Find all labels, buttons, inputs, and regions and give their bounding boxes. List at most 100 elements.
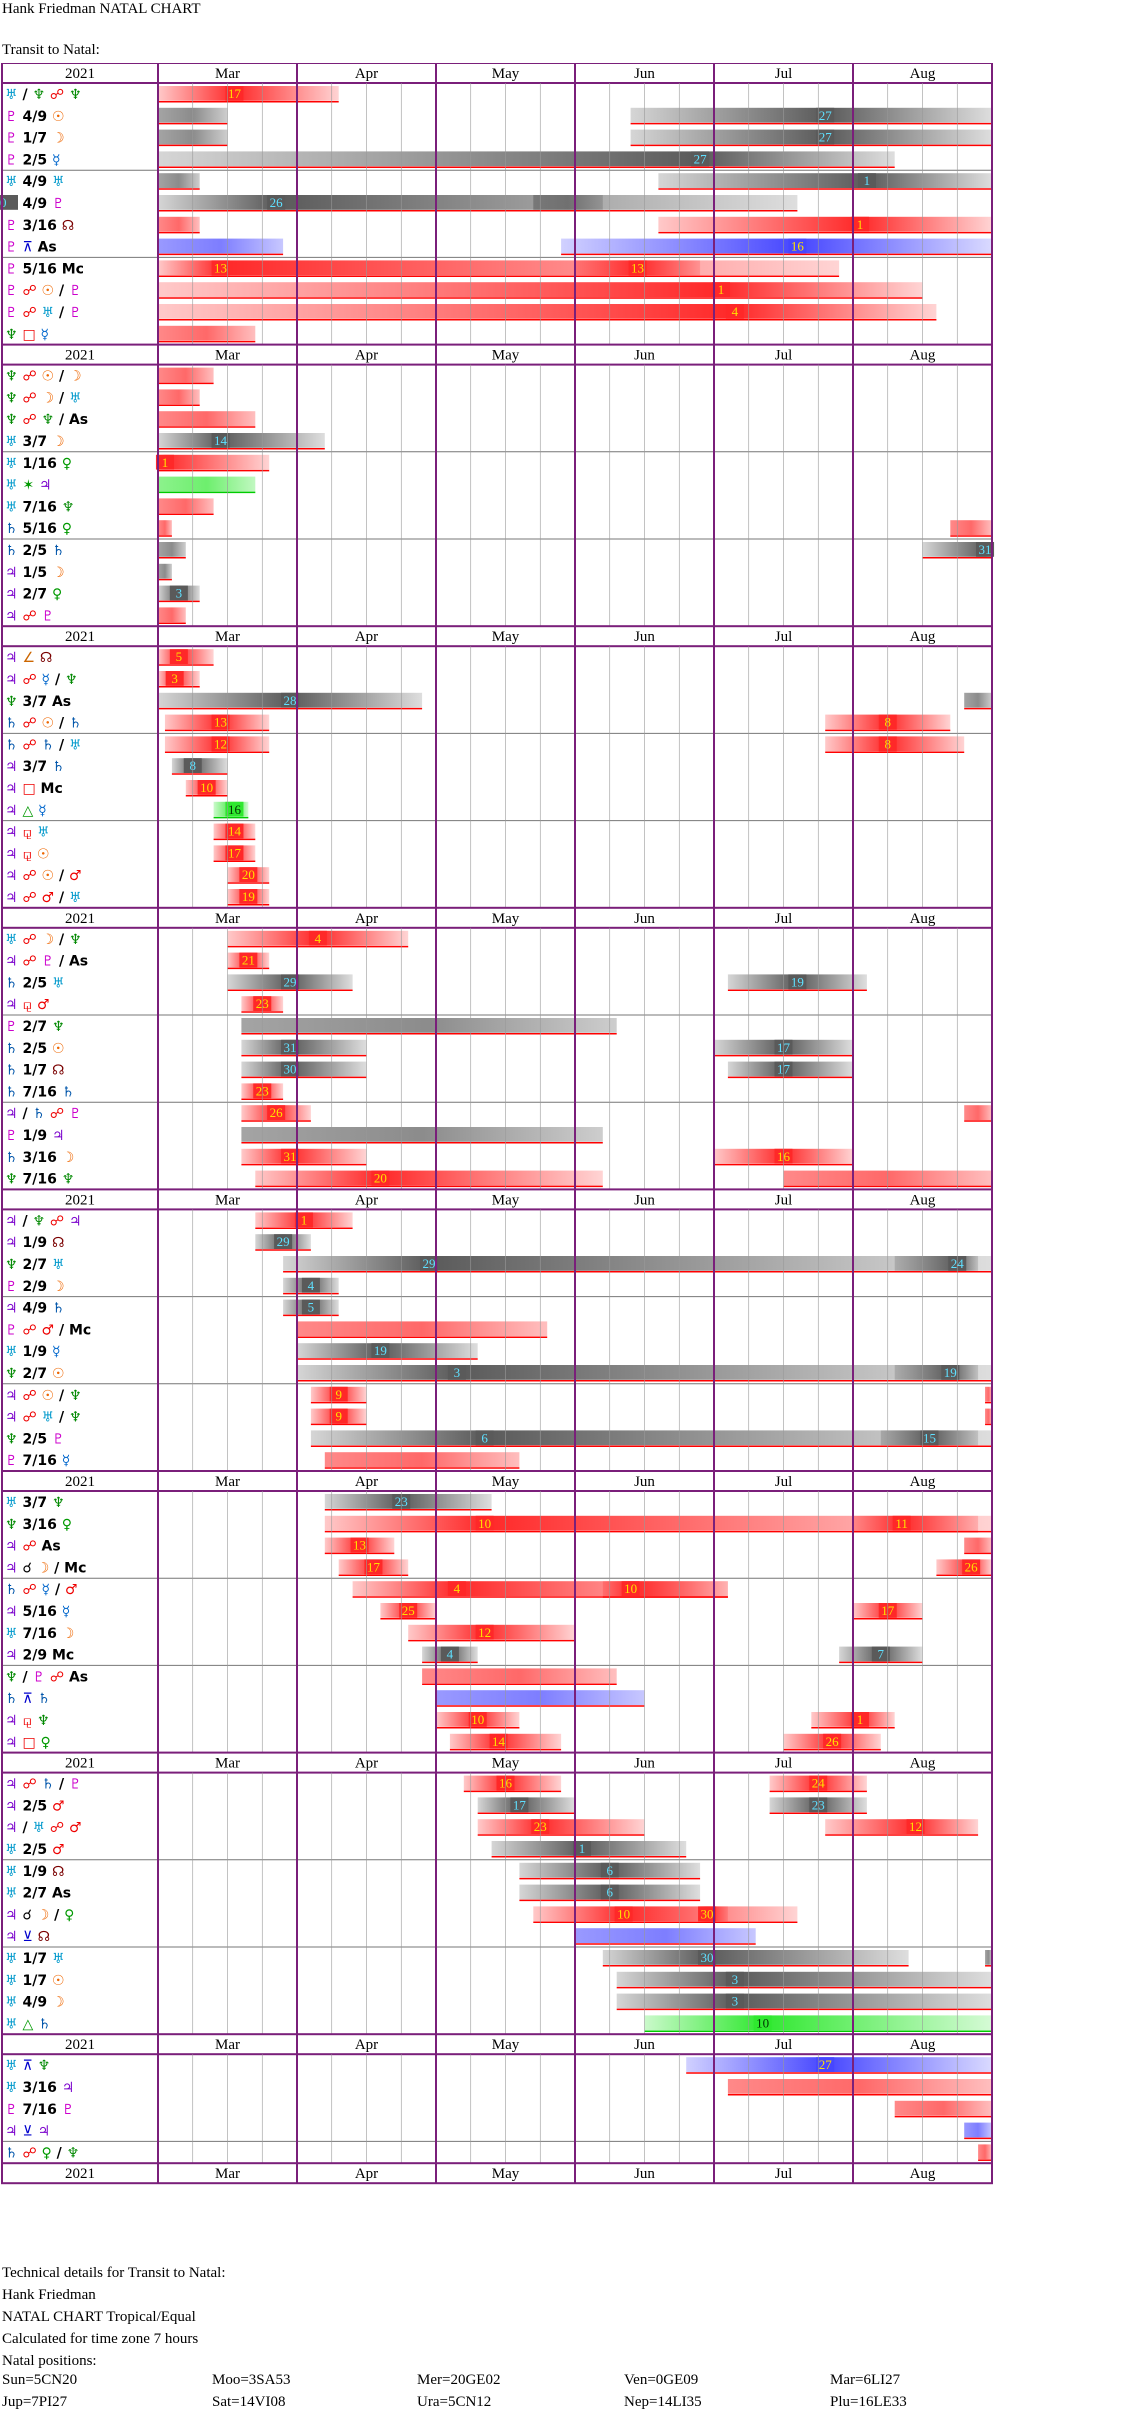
position-moon: Moo=3SA53: [212, 2372, 291, 2388]
transit-bar: [950, 520, 992, 535]
year-label: 2021: [65, 1756, 95, 1772]
aspect-label: ♃ 2/7 ♀: [5, 587, 62, 603]
exact-day-label: 29: [423, 1256, 436, 1271]
transit-bar: [158, 173, 200, 188]
aspect-label: ♅ 1/7 ☉: [5, 1973, 65, 1989]
peak-marker: [267, 1105, 286, 1120]
aspect-label: ♅ 2/5 ♂: [5, 1842, 65, 1858]
aspect-label: ♃ 2/5 ♂: [5, 1798, 65, 1814]
transit-row: ♅ 3/7 ☽ 14: [5, 433, 325, 450]
exact-day-label: 14: [228, 824, 242, 839]
aspect-label: ♄ 1/7 ☊: [5, 1063, 64, 1079]
aspect-label: ♅ 1/9 ☊: [5, 1864, 64, 1880]
transit-row: ♃ 5/16 ☿ 25 17: [5, 1603, 923, 1620]
aspect-label: ♃ □ Mc: [5, 781, 63, 797]
peak-marker: [371, 1343, 390, 1358]
natal-positions: Sun=5CN20 Moo=3SA53 Mer=20GE02 Ven=0GE09…: [2, 2372, 1122, 2418]
aspect-label: ♃ ☍ ☿ / ♆: [5, 672, 78, 688]
exact-day-label: 31: [284, 1040, 297, 1055]
aspect-label: ♅ 7/16 ☽: [5, 1626, 74, 1642]
transit-row: ♆ □ ☿: [5, 325, 256, 343]
aspect-label: ♃ ⚼ ♆: [5, 1713, 50, 1729]
peak-marker: [371, 1170, 390, 1186]
transit-bar: [158, 498, 214, 514]
aspect-label: ♇ 7/16 ♇: [5, 2102, 74, 2118]
transit-row: ♃ 2/9 Mc 4 7: [5, 1646, 923, 1664]
peak-marker: [753, 2015, 772, 2031]
transit-row: ♆ 7/16 ♆ 20: [5, 1170, 992, 1188]
transit-row: ♃ ☍ ♇ / As 21: [5, 952, 270, 970]
transit-bar: [616, 1993, 992, 2009]
aspect-label: ♃ 4/9 ♄: [5, 1301, 65, 1317]
transit-bar: [158, 607, 186, 623]
peak-marker: [850, 216, 869, 232]
aspect-label: ♇ ☍ ☉ / ♇: [5, 283, 82, 299]
peak-marker: [614, 1906, 633, 1922]
transit-bar: [727, 2079, 992, 2094]
peak-marker: [350, 1537, 369, 1553]
month-label-mar: Mar: [215, 1192, 240, 1208]
exact-day-label: 26: [270, 195, 284, 210]
aspect-label: ♆ 7/16 ♆: [5, 1172, 74, 1188]
transit-bar: [158, 260, 840, 276]
position-jupiter: Jup=7PI27: [2, 2394, 68, 2410]
aspect-label: ♆ 2/5 ♇: [5, 1431, 65, 1447]
exact-day-label: 19: [374, 1343, 387, 1358]
aspect-label: ♇ 3/16 ☊: [5, 218, 74, 234]
month-label-jul: Jul: [775, 348, 793, 364]
month-label-aug: Aug: [910, 2037, 936, 2053]
transit-row: ♄ 7/16 ♄ 23: [5, 1083, 284, 1100]
peak-marker: [725, 1993, 744, 2009]
exact-day-label: 12: [214, 736, 227, 751]
exact-day-label: 13: [214, 260, 227, 275]
transit-row: ♃ ⚼ ♅ 14: [5, 823, 256, 841]
page-title: Hank Friedman NATAL CHART: [2, 1, 201, 17]
exact-day-label: 1: [864, 173, 871, 188]
aspect-label: ♃ 5/16 ☿: [5, 1604, 70, 1620]
aspect-label: ♅ 3/16 ♃: [5, 2080, 74, 2096]
month-label-mar: Mar: [215, 66, 240, 82]
peak-marker: [301, 1277, 320, 1293]
exact-day-label: 26: [965, 1559, 979, 1574]
transit-bar: [241, 1127, 603, 1142]
transit-bar: [324, 1452, 520, 1467]
transit-row: ♄ 3/16 ☽ 31 16: [5, 1148, 853, 1166]
aspect-label: ♇ 4/9 ☉: [5, 109, 65, 125]
aspect-label: ♅ 7/16 ♆: [5, 499, 74, 515]
transit-row: ♃ / ♅ ☍ ♂ 23 12: [5, 1819, 979, 1836]
transit-bar: [241, 1061, 367, 1077]
exact-day-label: 4: [454, 1581, 461, 1596]
peak-marker: [281, 692, 300, 708]
aspect-label: ♆ ☍ ♆ / As: [5, 412, 88, 428]
transit-bar: [658, 173, 992, 188]
aspect-label: ♃ ☍ ☉ / ♂: [5, 868, 82, 884]
peak-marker: [281, 1061, 300, 1077]
peak-marker: [225, 86, 244, 101]
month-label-mar: Mar: [215, 629, 240, 645]
transit-row: ♃ 1/5 ☽: [5, 563, 172, 581]
exact-day-label: 27: [694, 151, 708, 166]
transit-row: ♅ ☍ ☽ / ♆ 4: [5, 930, 409, 948]
transit-bar: [477, 1819, 645, 1834]
peak-marker: [420, 1256, 439, 1271]
transit-bar: [158, 542, 186, 557]
aspect-label: ♅ 1/9 ☿: [5, 1344, 61, 1360]
transit-row: ♆ 3/7 As 28: [5, 692, 992, 710]
transit-row: ♅ ⊼ ♆ 27: [5, 2057, 992, 2074]
transit-row: ♄ 2/5 ♅ 29 19: [5, 974, 867, 991]
transit-bar: [985, 1408, 992, 1424]
year-label: 2021: [65, 348, 95, 364]
transit-row: ♃ ☍ ☿ / ♆ 3: [5, 671, 200, 688]
transit-row: ♅ 2/7 As 6: [5, 1884, 701, 1902]
transit-row: ♅ 4/9 ☽ 3: [5, 1993, 992, 2011]
peak-marker: [301, 1299, 320, 1315]
tech-chart-type: NATAL CHART Tropical/Equal: [2, 2309, 196, 2325]
peak-marker: [447, 1581, 466, 1596]
transit-bar: [964, 2122, 992, 2138]
month-label-may: May: [492, 911, 520, 927]
transit-row: ♇ ☍ ♂ / Mc: [5, 1321, 548, 1338]
peak-marker: [572, 1841, 591, 1856]
transit-row: ♇ 7/16 ♇: [5, 2100, 992, 2118]
aspect-label: ♇ 2/9 ☽: [5, 1279, 65, 1295]
aspect-label: ♃ 3/7 ♄: [5, 759, 65, 775]
